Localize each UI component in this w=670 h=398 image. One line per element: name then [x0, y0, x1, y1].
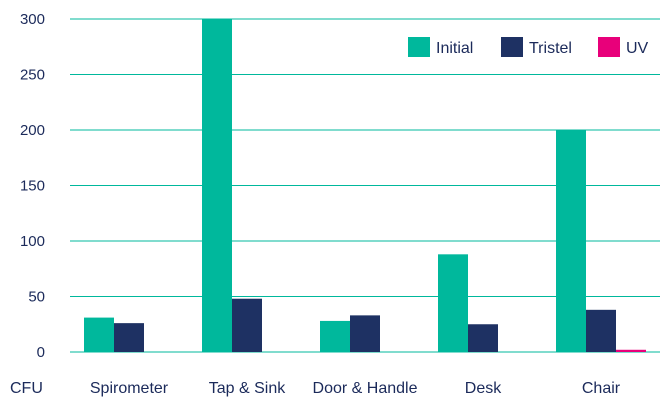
legend-swatch-tristel — [501, 37, 523, 57]
bar-initial-3 — [438, 254, 468, 352]
bar-initial-2 — [320, 320, 350, 352]
legend-label-initial: Initial — [436, 40, 473, 57]
legend-label-tristel: Tristel — [529, 40, 572, 57]
y-tick-label: 300 — [20, 11, 45, 28]
bar-initial-1 — [202, 19, 232, 352]
gridlines — [70, 18, 660, 353]
legend: Initial Tristel UV — [408, 37, 649, 57]
legend-label-uv: UV — [626, 40, 649, 57]
y-axis-label: CFU — [10, 380, 43, 397]
y-tick-label: 50 — [28, 289, 45, 306]
bars — [84, 19, 646, 352]
y-tick-label: 250 — [20, 67, 45, 84]
bar-tristel-3 — [468, 324, 498, 352]
y-tick-label: 150 — [20, 178, 45, 195]
y-tick-label: 200 — [20, 122, 45, 139]
bar-initial-0 — [84, 317, 114, 352]
x-tick-label: Spirometer — [90, 380, 169, 397]
bar-tristel-2 — [350, 315, 380, 352]
bar-tristel-4 — [586, 309, 616, 352]
legend-swatch-uv — [598, 37, 620, 57]
x-tick-label: Door & Handle — [313, 380, 418, 397]
y-tick-label: 100 — [20, 233, 45, 250]
bar-tristel-1 — [232, 298, 262, 352]
bar-tristel-0 — [114, 323, 144, 352]
bar-uv-4 — [616, 349, 646, 352]
x-tick-label: Desk — [465, 380, 502, 397]
y-tick-label: 0 — [37, 344, 45, 361]
x-tick-label: Chair — [582, 380, 621, 397]
x-axis-categories: Spirometer Tap & Sink Door & Handle Desk Cha… — [90, 380, 621, 397]
y-axis-ticks: 0 50 100 150 200 250 300 — [20, 11, 45, 361]
bar-initial-4 — [556, 130, 586, 352]
legend-swatch-initial — [408, 37, 430, 57]
x-tick-label: Tap & Sink — [209, 380, 286, 397]
